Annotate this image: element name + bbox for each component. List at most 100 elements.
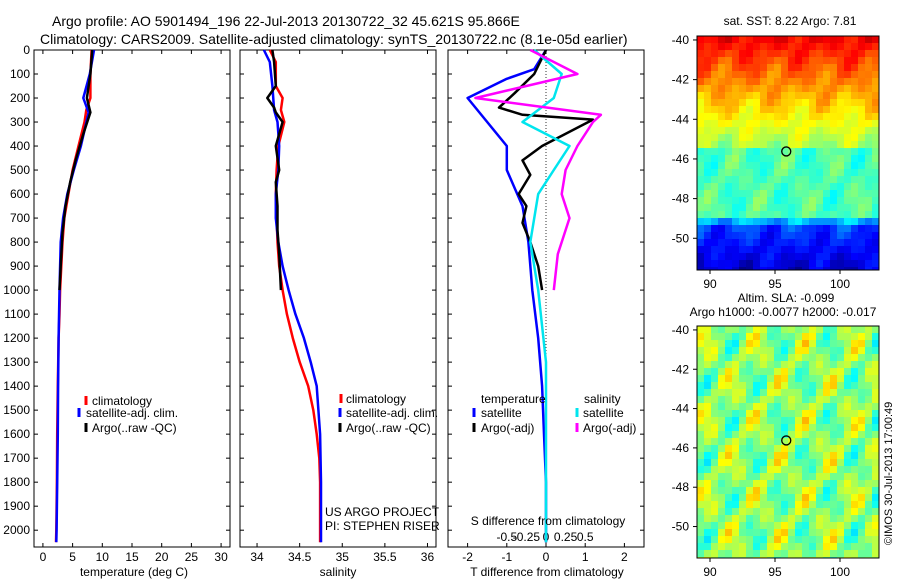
heatmap-cell bbox=[753, 64, 761, 72]
heatmap-cell bbox=[795, 155, 803, 163]
heatmap-cell bbox=[767, 141, 775, 149]
heatmap-cell bbox=[767, 501, 775, 509]
heatmap-cell bbox=[872, 155, 879, 163]
heatmap-cell bbox=[788, 197, 796, 205]
heatmap-cell bbox=[732, 134, 740, 142]
heatmap-cell bbox=[816, 473, 824, 481]
heatmap-cell bbox=[872, 211, 879, 219]
heatmap-cell bbox=[697, 347, 705, 355]
heatmap-cell bbox=[746, 71, 754, 79]
heatmap-cell bbox=[697, 515, 705, 523]
heatmap-cell bbox=[767, 361, 775, 369]
heatmap-cell bbox=[760, 169, 768, 177]
heatmap-cell bbox=[816, 176, 824, 184]
heatmap-cell bbox=[788, 127, 796, 135]
heatmap-cell bbox=[872, 501, 879, 509]
heatmap-cell bbox=[725, 169, 733, 177]
heatmap-cell bbox=[851, 141, 859, 149]
heatmap-cell bbox=[767, 64, 775, 72]
heatmap-cell bbox=[753, 78, 761, 86]
heatmap-cell bbox=[837, 333, 845, 341]
heatmap-cell bbox=[802, 218, 810, 226]
heatmap-cell bbox=[760, 340, 768, 348]
heatmap-cell bbox=[697, 382, 705, 390]
x-tick-label: -1 bbox=[501, 550, 512, 564]
heatmap-cell bbox=[865, 155, 873, 163]
heatmap-cell bbox=[830, 466, 838, 474]
heatmap-cell bbox=[865, 508, 873, 516]
heatmap-cell bbox=[865, 43, 873, 51]
heatmap-cell bbox=[844, 253, 852, 261]
heatmap-cell bbox=[732, 396, 740, 404]
heatmap-cell bbox=[816, 452, 824, 460]
heatmap-cell bbox=[858, 438, 866, 446]
heatmap-cell bbox=[781, 347, 789, 355]
x-top-tick-label: -0.25 bbox=[513, 530, 541, 544]
heatmap-cell bbox=[851, 473, 859, 481]
heatmap-cell bbox=[795, 382, 803, 390]
heatmap-cell bbox=[739, 438, 747, 446]
heatmap-cell bbox=[795, 218, 803, 226]
heatmap-cell bbox=[830, 64, 838, 72]
heatmap-cell bbox=[823, 550, 831, 558]
heatmap-cell bbox=[844, 445, 852, 453]
heatmap-cell bbox=[746, 127, 754, 135]
heatmap-cell bbox=[823, 85, 831, 93]
heatmap-cell bbox=[823, 43, 831, 51]
heatmap-cell bbox=[830, 375, 838, 383]
heatmap-cell bbox=[774, 417, 782, 425]
heatmap-cell bbox=[725, 148, 733, 156]
heatmap-cell bbox=[718, 480, 726, 488]
heatmap-cell bbox=[823, 417, 831, 425]
heatmap-cell bbox=[746, 120, 754, 128]
difference-xlabel-top: S difference from climatology bbox=[471, 514, 626, 528]
heatmap-cell bbox=[872, 368, 879, 376]
heatmap-cell bbox=[732, 431, 740, 439]
heatmap-cell bbox=[865, 232, 873, 240]
heatmap-cell bbox=[753, 354, 761, 362]
heatmap-cell bbox=[746, 529, 754, 537]
heatmap-cell bbox=[711, 543, 719, 551]
heatmap-cell bbox=[732, 529, 740, 537]
heatmap-cell bbox=[711, 64, 719, 72]
y-tick-label: 600 bbox=[10, 187, 30, 201]
heatmap-cell bbox=[739, 382, 747, 390]
heatmap-cell bbox=[823, 445, 831, 453]
heatmap-cell bbox=[802, 239, 810, 247]
heatmap-cell bbox=[697, 64, 705, 72]
heatmap-cell bbox=[704, 260, 712, 268]
heatmap-cell bbox=[802, 127, 810, 135]
heatmap-cell bbox=[781, 218, 789, 226]
heatmap-cell bbox=[872, 347, 879, 355]
heatmap-cell bbox=[823, 127, 831, 135]
heatmap-cell bbox=[872, 438, 879, 446]
heatmap-cell bbox=[851, 494, 859, 502]
heatmap-cell bbox=[809, 169, 817, 177]
heatmap-cell bbox=[753, 232, 761, 240]
heatmap-cell bbox=[774, 368, 782, 376]
heatmap-cell bbox=[739, 550, 747, 558]
heatmap-cell bbox=[774, 197, 782, 205]
heatmap-cell bbox=[697, 50, 705, 58]
map-x-tick-label: 100 bbox=[830, 277, 850, 291]
heatmap-cell bbox=[732, 78, 740, 86]
map-y-tick-label: -48 bbox=[672, 480, 690, 494]
heatmap-cell bbox=[865, 431, 873, 439]
heatmap-cell bbox=[851, 354, 859, 362]
heatmap-cell bbox=[858, 466, 866, 474]
heatmap-cell bbox=[774, 155, 782, 163]
x-tick-label: 34 bbox=[250, 550, 264, 564]
heatmap-cell bbox=[858, 127, 866, 135]
heatmap-cell bbox=[865, 64, 873, 72]
heatmap-cell bbox=[753, 92, 761, 100]
heatmap-cell bbox=[809, 141, 817, 149]
heatmap-cell bbox=[872, 197, 879, 205]
heatmap-cell bbox=[697, 452, 705, 460]
heatmap-cell bbox=[851, 508, 859, 516]
heatmap-cell bbox=[802, 134, 810, 142]
heatmap-cell bbox=[697, 536, 705, 544]
heatmap-cell bbox=[816, 232, 824, 240]
heatmap-cell bbox=[767, 267, 775, 270]
heatmap-cell bbox=[809, 211, 817, 219]
heatmap-cell bbox=[809, 508, 817, 516]
